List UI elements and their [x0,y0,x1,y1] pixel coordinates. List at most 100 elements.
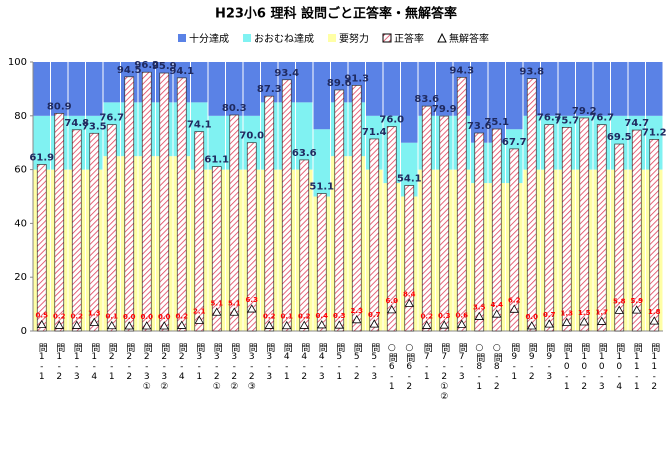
bar [124,76,135,332]
triangle-marker [632,305,642,314]
x-tick-label: 問4-1 [282,343,293,382]
value-label: 6.0 [386,297,399,305]
triangle-marker [492,309,502,318]
bar [649,139,660,332]
value-label: 70.0 [239,131,264,142]
bar [89,132,100,332]
x-tick-label: 問9-2 [527,343,538,382]
value-label: 71.4 [362,127,387,138]
value-label: 96.2 [134,60,159,71]
bar [176,77,187,332]
stack-segment [366,62,383,116]
stack-segment [401,62,418,143]
triangle-marker [457,319,467,328]
value-label: 71.2 [642,127,667,138]
x-tick-label: ○問8-2 [492,343,503,392]
triangle-marker [282,320,292,330]
triangle-marker [562,317,572,326]
x-tick-label: 問2-3① [142,343,153,392]
stack-segment [191,62,208,103]
y-tick-label: 0 [21,326,27,337]
bar [351,85,362,332]
value-label: 6.2 [508,296,521,304]
x-tick-label: 問4-2 [299,343,310,382]
stack-segment [86,62,103,116]
bar [264,95,275,332]
value-label: 61.1 [204,155,229,166]
y-tick-label: 40 [14,218,27,229]
bar [561,127,572,332]
stack-segment [313,129,330,197]
value-label: 74.1 [187,120,212,131]
stack-segment [383,62,400,116]
value-label: 5.8 [613,297,626,305]
triangle-marker [474,311,484,320]
stack-segment [576,62,593,116]
legend-swatch [243,34,251,42]
stack-segment [103,62,120,103]
triangle-marker [194,315,204,324]
value-label: 0.4 [316,312,329,320]
x-tick-label: 問5-2 [352,343,363,382]
legend: 十分達成 おおむね達成 要努力 正答率 無解答率 [178,32,489,45]
legend-marker [437,32,447,43]
legend-label: 正答率 [394,32,424,45]
legend-label: 無解答率 [449,32,489,45]
triangle-marker [369,319,379,328]
triangle-marker [404,298,414,307]
bar [631,129,642,332]
value-label: 0.3 [333,312,346,320]
x-tick-label: 問3-2② [229,343,240,392]
x-tick-label: 問9-1 [509,343,520,382]
bar [229,114,240,332]
triangle-marker [334,320,344,329]
x-tick-label: 問3-2① [212,343,223,392]
value-label: 67.7 [502,137,527,148]
stack-segment [208,115,225,170]
triangle-marker [247,304,257,313]
value-label: 87.3 [257,84,282,95]
stack-segment [646,62,663,116]
triangle-marker [509,304,519,313]
x-tick-label: ○問8-1 [474,343,485,392]
stack-segment [208,62,225,116]
stack-segment [296,102,313,170]
value-label: 1.7 [596,308,609,316]
stack-segment [33,115,50,170]
y-tick-label: 100 [8,57,27,68]
value-label: 1.5 [578,309,591,317]
value-label: 75.7 [554,115,579,126]
value-label: 80.3 [222,103,247,114]
x-tick-label: 問7-1 [422,343,433,382]
x-tick-label: 問2-3② [159,343,170,392]
triangle-marker [422,320,432,329]
value-label: 93.4 [274,68,299,79]
value-label: 93.8 [519,67,544,78]
bar [439,115,450,332]
bar [579,117,590,332]
value-label: 0.2 [298,312,311,320]
stack-segment [558,62,575,116]
x-tick-label: 問11-1 [632,343,643,392]
value-label: 79.9 [432,104,457,115]
legend-label: おおむね達成 [254,33,314,45]
value-label: 0.0 [123,313,136,321]
x-tick-label: 問5-1 [334,343,345,382]
bar [491,128,502,332]
x-tick-label: 問2-4 [177,343,188,382]
x-tick-label: 問1-4 [89,343,100,382]
value-label: 0.2 [176,312,189,320]
triangle-marker [544,319,554,328]
stack-segment [506,62,523,130]
value-label: 80.9 [47,101,72,112]
value-label: 73.5 [82,121,107,132]
value-label: 5.1 [228,299,241,307]
stack-segment [51,62,68,116]
value-label: 5.1 [211,299,224,307]
x-tick-label: 問1-1 [37,343,48,382]
triangle-marker [299,320,309,329]
bar [334,89,345,332]
triangle-marker [72,320,82,329]
stack-segment [593,62,610,116]
bar [474,132,485,332]
